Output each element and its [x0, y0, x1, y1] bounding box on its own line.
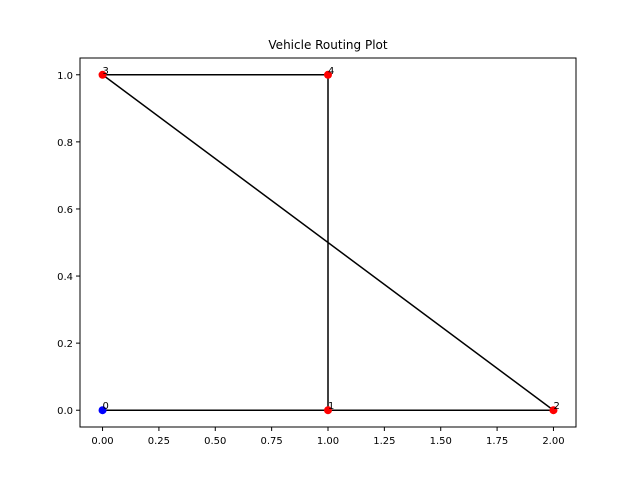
node-label-4: 4: [328, 66, 334, 77]
node-point-2: [549, 406, 558, 415]
plot-area: 0 1 2 3 4 0.00 0.25 0.50 0.75 1.00 1.25 1.50 1.75 2.0…: [57, 57, 577, 447]
x-tick-label: 1.75: [486, 436, 508, 447]
x-tick-label: 1.25: [373, 436, 395, 447]
x-tick-label: 0.50: [204, 436, 226, 447]
y-tick-label: 0.0: [57, 406, 73, 417]
node-point-0: [98, 406, 107, 415]
node-point-4: [324, 70, 332, 79]
node-label-1: 1: [328, 401, 334, 412]
y-tick-label: 0.4: [57, 272, 73, 283]
x-tick-label: 0.00: [91, 436, 113, 447]
x-tick-label: 0.25: [148, 436, 170, 447]
route-line: [100, 74, 556, 411]
y-tick-label: 1.0: [57, 71, 73, 82]
node-point-1: [324, 406, 332, 415]
y-tick-label: 0.8: [57, 138, 73, 149]
x-tick-label: 2.00: [542, 436, 564, 447]
y-tick-label: 0.2: [57, 339, 73, 350]
chart-title: Vehicle Routing Plot: [268, 38, 387, 52]
node-label-2: 2: [553, 401, 559, 412]
node-point-3: [98, 70, 107, 79]
y-tick-label: 0.6: [57, 205, 73, 216]
node-label-0: 0: [103, 401, 109, 412]
x-tick-label: 0.75: [261, 436, 283, 447]
x-tick-label: 1.00: [317, 436, 339, 447]
node-label-3: 3: [103, 66, 109, 77]
x-tick-label: 1.50: [430, 436, 452, 447]
